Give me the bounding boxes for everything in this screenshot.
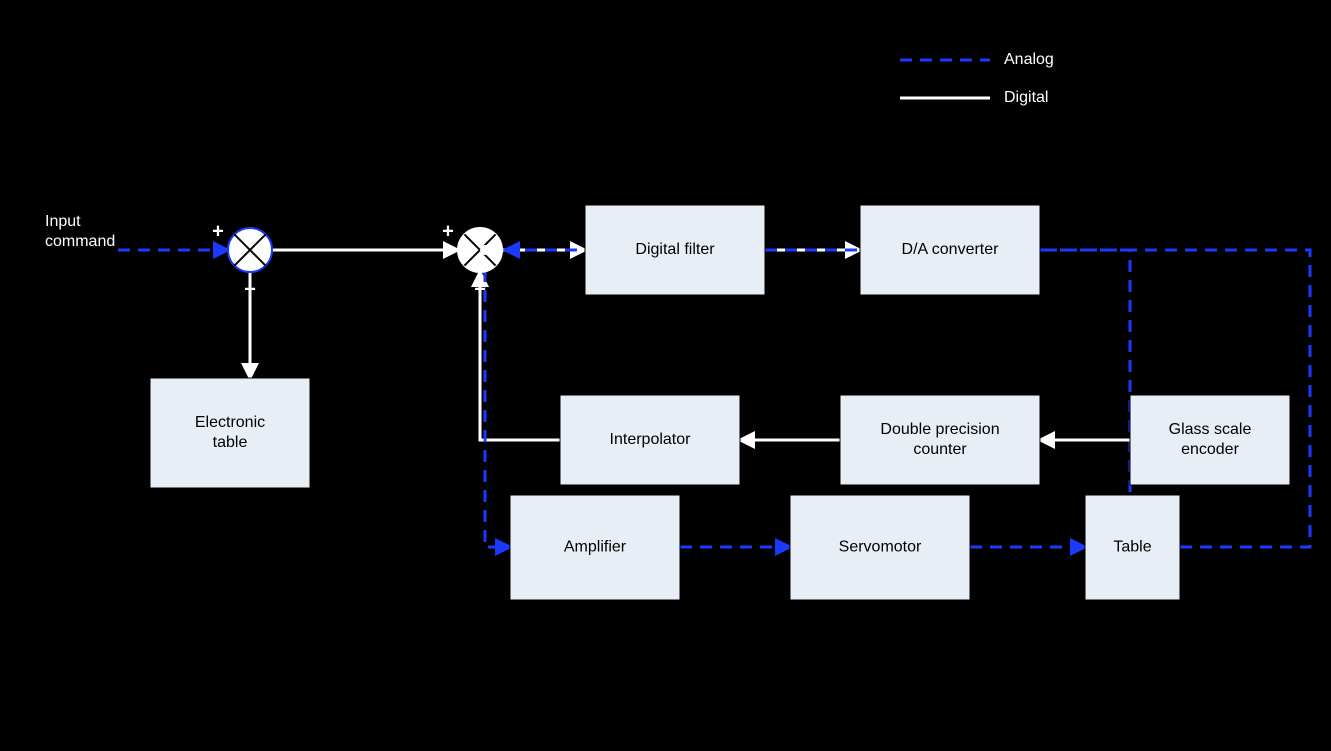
- block-servomotor: Servomotor: [790, 495, 970, 600]
- block-table-el: Electronic table: [150, 378, 310, 488]
- block-filter-label: Digital filter: [635, 241, 715, 258]
- block-table-el-rect: [150, 378, 310, 488]
- block-table-el-label-1: table: [213, 434, 248, 451]
- block-amplifier-label: Amplifier: [564, 539, 627, 556]
- junction-dot-0: [480, 245, 490, 255]
- summer-sum2-plus: +: [442, 220, 454, 242]
- block-encoder-rect: [1130, 395, 1290, 485]
- block-counter-rect: [840, 395, 1040, 485]
- block-table-el-label-0: Electronic: [195, 414, 265, 431]
- summer-sum1-plus: +: [212, 220, 224, 242]
- block-dac-label: D/A converter: [902, 241, 1000, 258]
- block-amplifier: Amplifier: [510, 495, 680, 600]
- control-block-diagram: Analog Digital Input command + − + − Digital fil…: [0, 0, 1331, 751]
- block-encoder: Glass scale encoder: [1130, 395, 1290, 485]
- block-dac: D/A converter: [860, 205, 1040, 295]
- input-label-line1: Input: [45, 213, 81, 230]
- legend-analog-label: Analog: [1004, 51, 1054, 68]
- input-label-line2: command: [45, 233, 115, 250]
- block-filter: Digital filter: [585, 205, 765, 295]
- block-counter-label-0: Double precision: [880, 421, 999, 438]
- block-encoder-label-0: Glass scale: [1169, 421, 1252, 438]
- block-table-label: Table: [1113, 539, 1151, 556]
- legend-digital-label: Digital: [1004, 89, 1048, 106]
- summer-sum1-minus: −: [244, 278, 256, 300]
- diagram-background: [0, 0, 1331, 751]
- block-counter: Double precision counter: [840, 395, 1040, 485]
- block-counter-label-1: counter: [913, 441, 967, 458]
- block-servomotor-label: Servomotor: [839, 539, 922, 556]
- block-encoder-label-1: encoder: [1181, 441, 1239, 458]
- summer-sum2-minus: −: [474, 278, 486, 300]
- block-table: Table: [1085, 495, 1180, 600]
- block-interpolator: Interpolator: [560, 395, 740, 485]
- block-interpolator-label: Interpolator: [610, 431, 692, 448]
